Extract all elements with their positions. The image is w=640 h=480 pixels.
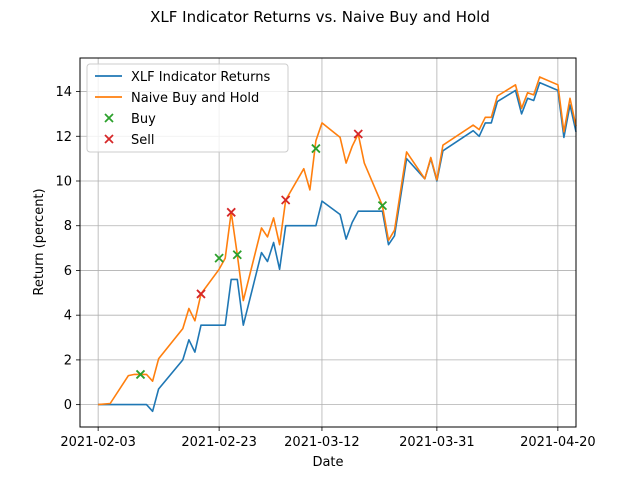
y-tick-label: 10 (55, 175, 72, 190)
sell-marker (226, 207, 236, 217)
x-tick-label: 2021-03-12 (284, 435, 360, 450)
buy-marker (377, 200, 388, 211)
marker-layer (135, 129, 388, 380)
buy-marker (232, 250, 242, 260)
series-line-naive (98, 76, 577, 406)
sell-marker (281, 195, 291, 205)
plot-frame (79, 57, 577, 428)
sell-marker (353, 129, 363, 139)
legend-label: Buy (131, 112, 156, 127)
ticks: 2021-02-03 2021-02-23 2021-03-12 2021-03-31… (55, 85, 595, 450)
x-tick-label: 2021-02-03 (60, 435, 136, 450)
y-tick-label: 14 (55, 85, 72, 100)
series-line-indicator (98, 81, 577, 413)
y-tick-label: 2 (64, 353, 72, 368)
y-tick-label: 12 (55, 130, 72, 145)
legend: XLF Indicator Returns Naive Buy and Hold B… (86, 63, 289, 153)
y-axis-label: Return (percent) (32, 188, 47, 295)
legend-label: Naive Buy and Hold (131, 91, 259, 106)
x-tick-label: 2021-04-20 (520, 435, 596, 450)
y-tick-label: 4 (64, 309, 72, 324)
y-tick-label: 0 (64, 398, 72, 413)
buy-marker (214, 253, 224, 263)
chart-title: XLF Indicator Returns vs. Naive Buy and … (150, 8, 490, 26)
legend-box (86, 63, 289, 153)
legend-x-swatch (104, 113, 114, 123)
y-tick-label: 8 (64, 219, 72, 234)
x-tick-label: 2021-02-23 (181, 435, 257, 450)
buy-marker (311, 143, 321, 154)
buy-marker (135, 369, 146, 380)
y-tick-label: 6 (64, 264, 72, 279)
x-tick-label: 2021-03-31 (399, 435, 475, 450)
x-axis-label: Date (312, 455, 343, 470)
legend-x-swatch (104, 134, 114, 144)
series-layer (98, 76, 577, 413)
legend-label: XLF Indicator Returns (131, 70, 270, 85)
sell-marker (196, 289, 206, 299)
legend-label: Sell (131, 133, 154, 148)
